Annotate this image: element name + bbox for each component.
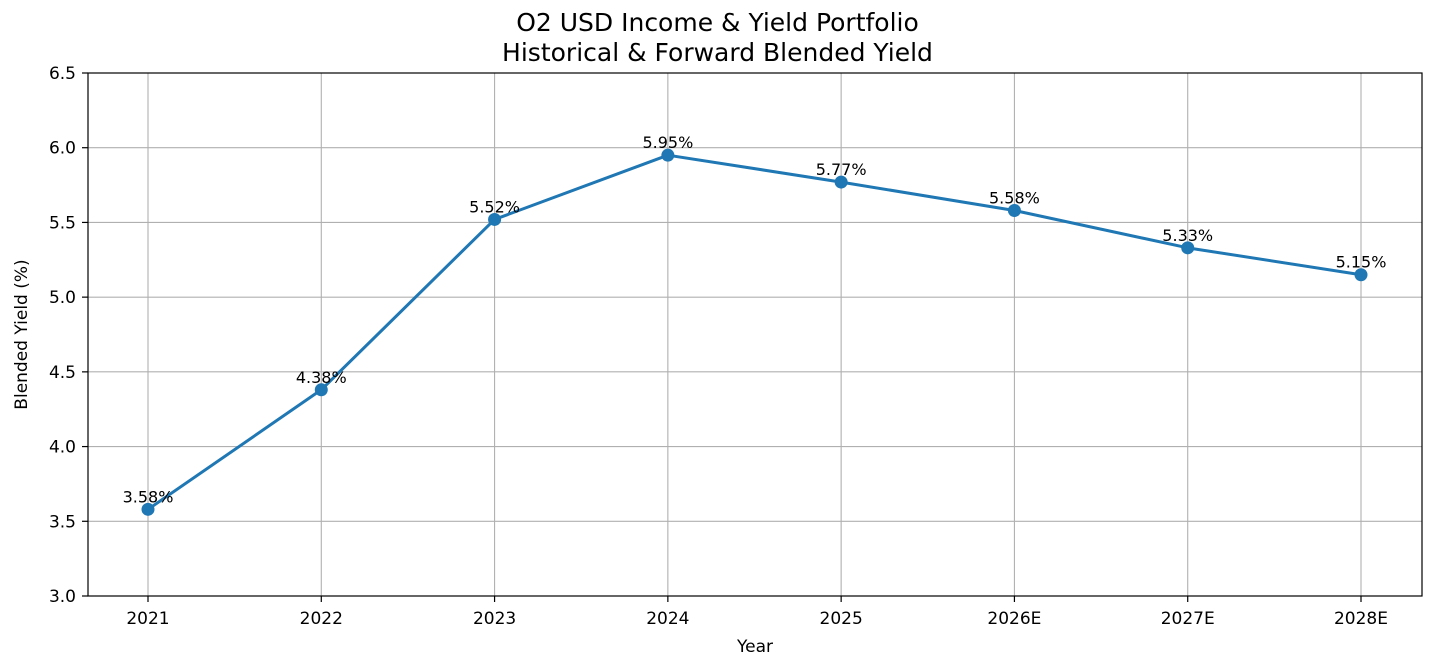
y-tick-label: 6.0	[49, 139, 76, 159]
x-tick-label: 2027E	[1161, 609, 1215, 629]
series-line	[147, 153, 1362, 511]
data-labels: 3.58% 4.38% 5.52% 5.95% 5.77% 5.58% 5.33% 5.15%	[123, 133, 1387, 506]
data-point	[661, 148, 675, 162]
axes: 3.0 3.5 4.0 4.5 5.0 5.5 6.0 6.5 2021 2022 2023 2024…	[49, 64, 1423, 629]
x-tick-label: 2022	[300, 609, 343, 629]
y-tick-label: 5.0	[49, 288, 76, 308]
y-tick-label: 3.5	[49, 512, 76, 532]
plot-frame	[87, 72, 1423, 597]
series-line-layer	[147, 153, 1362, 511]
chart-subtitle: Historical & Forward Blended Yield	[502, 38, 933, 67]
x-tick-label: 2028E	[1334, 609, 1388, 629]
data-point	[1007, 203, 1021, 217]
y-axis-label: Blended Yield (%)	[12, 259, 32, 409]
data-point	[1354, 268, 1368, 282]
data-points	[141, 148, 1368, 516]
data-label: 4.38%	[296, 368, 347, 387]
x-tick-label: 2026E	[987, 609, 1041, 629]
chart-title: O2 USD Income & Yield Portfolio	[516, 8, 919, 37]
data-label: 5.33%	[1162, 226, 1213, 245]
grid-lines	[88, 72, 1422, 597]
data-label: 5.58%	[989, 188, 1040, 207]
x-axis-label: Year	[736, 637, 773, 657]
data-label: 3.58%	[123, 487, 174, 506]
data-point	[141, 502, 155, 516]
data-point	[1181, 241, 1195, 255]
y-tick-label: 5.5	[49, 213, 76, 233]
data-label: 5.52%	[469, 197, 520, 216]
x-tick-label: 2021	[126, 609, 169, 629]
y-tick-label: 4.5	[49, 363, 76, 383]
y-tick-label: 4.0	[49, 438, 76, 458]
data-label: 5.77%	[816, 160, 867, 179]
x-tick-label: 2023	[473, 609, 516, 629]
data-point	[314, 383, 328, 397]
x-tick-label: 2025	[820, 609, 863, 629]
data-point	[834, 175, 848, 189]
y-tick-label: 3.0	[49, 587, 76, 607]
data-point	[488, 212, 502, 226]
x-tick-label: 2024	[646, 609, 689, 629]
data-label: 5.15%	[1336, 253, 1387, 272]
data-label: 5.95%	[642, 133, 693, 152]
y-tick-label: 6.5	[49, 64, 76, 84]
